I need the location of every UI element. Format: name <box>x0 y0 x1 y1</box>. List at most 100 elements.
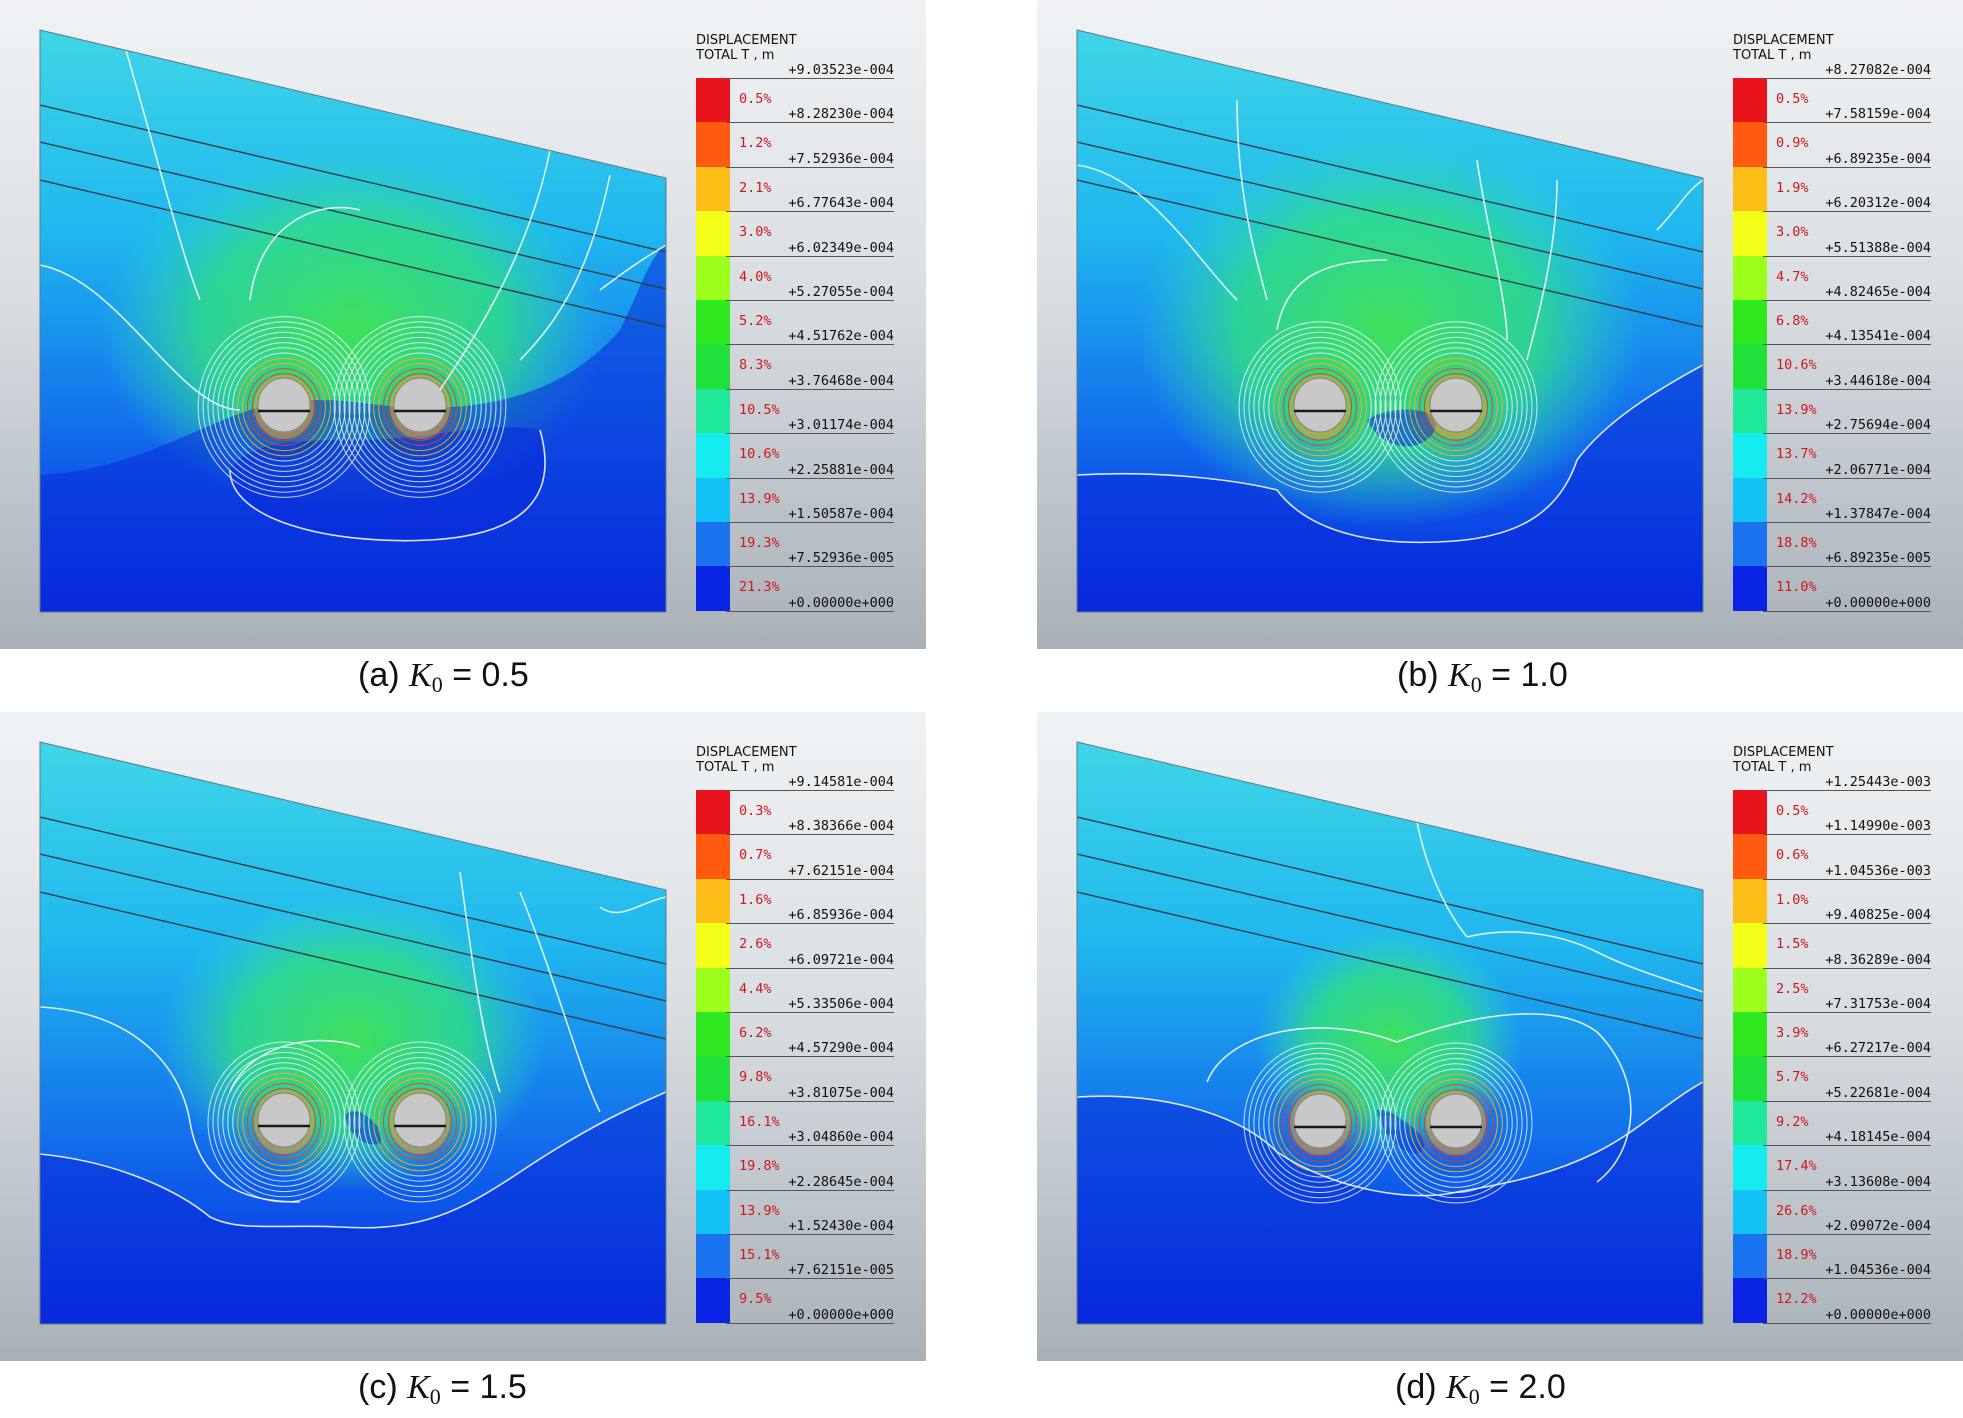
legend-tick <box>1763 1189 1931 1191</box>
color-legend <box>1733 78 1767 611</box>
contour-line <box>229 1039 361 1093</box>
legend-tick <box>1763 1145 1931 1147</box>
legend-percent: 2.1% <box>739 179 772 196</box>
legend-percent: 9.8% <box>739 1069 772 1086</box>
legend-title: DISPLACEMENT TOTAL T , m <box>696 745 797 775</box>
contour-line <box>1416 821 1468 938</box>
legend-value: +4.82465e-004 <box>1825 284 1931 300</box>
contour-line <box>1276 259 1388 331</box>
legend-color-band <box>696 1234 730 1279</box>
contour-panel-c: DISPLACEMENT TOTAL T , m +9.14581e-004 +8… <box>0 712 926 1361</box>
legend-color-band <box>696 300 730 345</box>
legend-percent: 17.4% <box>1776 1158 1817 1175</box>
legend-tick <box>726 166 894 168</box>
legend-tick <box>726 1322 894 1324</box>
legend-value: +5.33506e-004 <box>788 996 894 1012</box>
legend-tick <box>726 1234 894 1235</box>
legend-percent: 0.9% <box>1776 135 1809 152</box>
legend-percent: 9.2% <box>1776 1113 1809 1130</box>
layer-boundary <box>1077 104 1703 253</box>
layer-boundary <box>1077 179 1703 328</box>
legend-value: +6.77643e-004 <box>788 195 894 212</box>
legend-color-band <box>696 388 730 434</box>
legend-value: +1.14990e-003 <box>1825 818 1931 835</box>
color-legend <box>1733 790 1767 1323</box>
contour-line <box>519 174 611 361</box>
caption-value: = 1.0 <box>1491 656 1568 694</box>
layer-boundary <box>1077 891 1703 1040</box>
legend-value: +3.76468e-004 <box>788 372 894 389</box>
legend-percent: 10.6% <box>1776 357 1817 374</box>
legend-value: +1.37847e-004 <box>1825 506 1931 522</box>
legend-color-band <box>1733 1278 1767 1323</box>
displacement-contour-plot <box>39 741 667 1325</box>
legend-color-band <box>696 923 730 968</box>
legend-percent: 0.5% <box>1776 91 1809 107</box>
legend-tick <box>726 1189 894 1191</box>
layer-boundary <box>40 104 666 253</box>
legend-color-band <box>696 433 730 478</box>
legend-value: +4.57290e-004 <box>788 1040 894 1057</box>
caption-subscript: 0 <box>429 1384 441 1409</box>
contour-panel-d: DISPLACEMENT TOTAL T , m +1.25443e-003 +1… <box>1037 712 1963 1361</box>
legend-percent: 5.2% <box>739 313 772 329</box>
layer-boundary <box>1077 816 1703 965</box>
legend-color-band <box>696 1056 730 1101</box>
tunnel-section <box>1429 1093 1483 1149</box>
contour-line <box>40 264 241 411</box>
caption-a: (a) K0 = 0.5 <box>358 656 529 706</box>
layer-boundary <box>40 853 666 1002</box>
caption-subscript: 0 <box>1468 1384 1480 1409</box>
legend-color-band <box>1733 344 1767 389</box>
legend-percent: 3.0% <box>739 224 772 241</box>
legend-tick <box>726 1056 894 1058</box>
legend-value: +7.62151e-005 <box>788 1262 894 1279</box>
displacement-contour-plot <box>39 29 667 613</box>
legend-color-band <box>1733 566 1767 611</box>
legend-tick <box>1763 1012 1931 1013</box>
tunnel-section <box>257 1092 311 1148</box>
legend-color-band <box>1733 967 1767 1012</box>
tunnel-section <box>1293 377 1347 433</box>
legend-percent: 13.9% <box>739 1202 780 1219</box>
caption-symbol: K <box>1448 657 1471 694</box>
legend-percent: 14.2% <box>1776 490 1817 507</box>
legend-tick <box>1763 923 1931 925</box>
contour-line <box>1077 1081 1703 1197</box>
legend-tick <box>726 211 894 213</box>
legend-percent: 6.2% <box>739 1025 772 1041</box>
legend-tick <box>1763 967 1931 969</box>
legend-tick <box>726 78 894 79</box>
legend-tick <box>726 300 894 301</box>
legend-percent: 1.0% <box>1776 891 1809 908</box>
caption-d: (d) K0 = 2.0 <box>1395 1368 1566 1418</box>
contour-line <box>1466 931 1703 993</box>
legend-value: +1.25443e-003 <box>1825 774 1931 790</box>
caption-value: = 0.5 <box>452 656 529 694</box>
contour-line <box>1077 164 1238 301</box>
legend-value: +6.89235e-004 <box>1825 150 1931 167</box>
legend-value: +0.00000e+000 <box>1825 594 1931 611</box>
legend-color-band <box>1733 388 1767 434</box>
legend-tick <box>1763 255 1931 257</box>
legend-tick <box>1763 344 1931 346</box>
legend-color-band <box>696 1189 730 1234</box>
legend-percent: 4.7% <box>1776 268 1809 285</box>
legend-tick <box>1763 522 1931 523</box>
legend-tick <box>1763 1234 1931 1235</box>
contour-line <box>40 1091 666 1229</box>
legend-tick <box>726 610 894 612</box>
legend-value: +2.28645e-004 <box>788 1173 894 1190</box>
legend-percent: 2.6% <box>739 936 772 953</box>
legend-value: +1.52430e-004 <box>788 1218 894 1234</box>
legend-value: +9.40825e-004 <box>1825 907 1931 924</box>
legend-value: +0.00000e+000 <box>788 594 894 611</box>
legend-color-band <box>696 566 730 611</box>
legend-value: +1.04536e-004 <box>1825 1262 1931 1279</box>
legend-value: +8.27082e-004 <box>1825 62 1931 78</box>
layer-boundary <box>1077 853 1703 1002</box>
legend-percent: 3.9% <box>1776 1025 1809 1041</box>
legend-percent: 3.0% <box>1776 224 1809 241</box>
legend-percent: 0.5% <box>739 91 772 107</box>
legend-tick <box>726 1278 894 1280</box>
